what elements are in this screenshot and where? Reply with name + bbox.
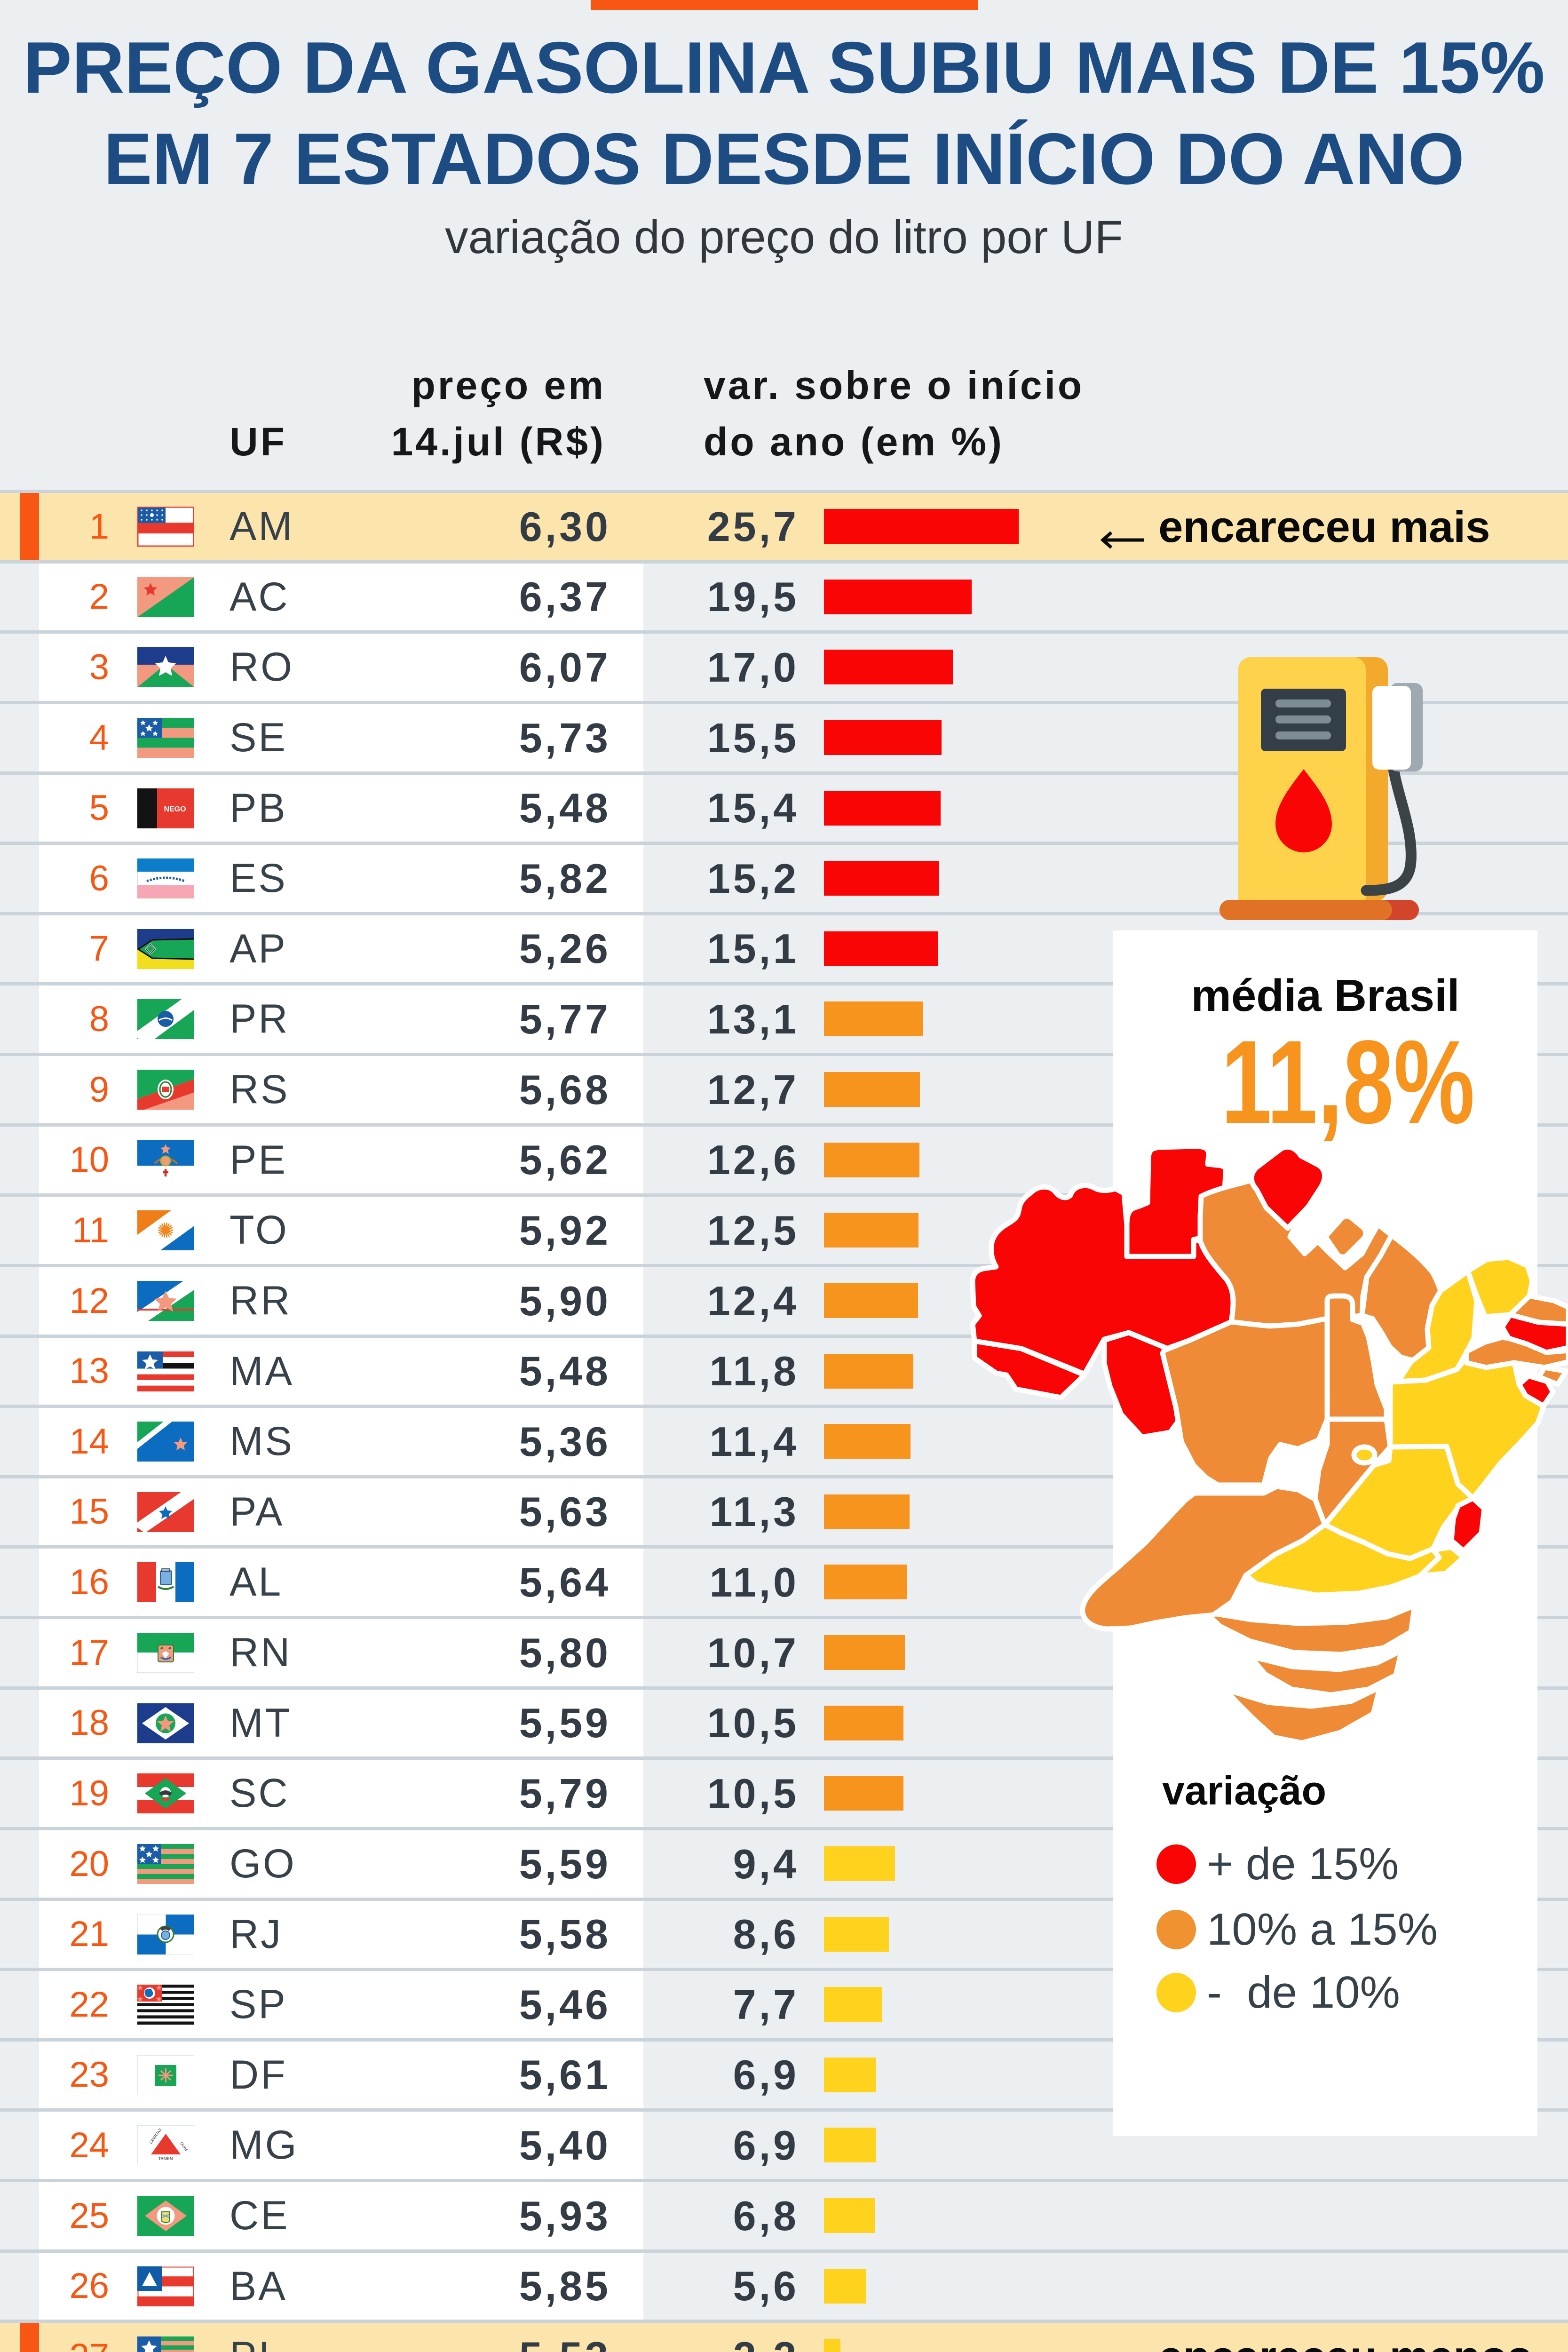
- svg-text:NEGO: NEGO: [164, 805, 186, 813]
- svg-text:TAMEN: TAMEN: [158, 2156, 173, 2161]
